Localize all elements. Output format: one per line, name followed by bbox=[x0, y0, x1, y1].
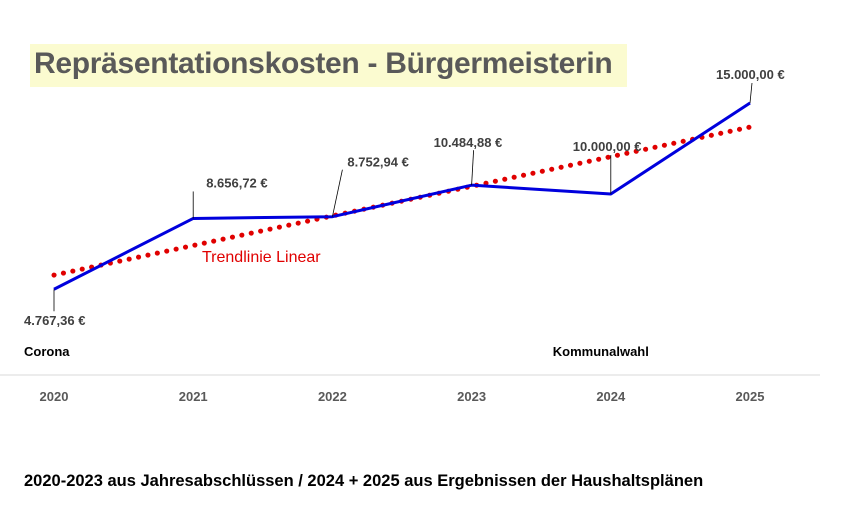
x-tick-label: 2025 bbox=[736, 389, 765, 404]
source-note: 2020-2023 aus Jahresabschlüssen / 2024 +… bbox=[24, 472, 704, 490]
data-label: 10.484,88 € bbox=[434, 135, 503, 150]
annotation: Kommunalwahl bbox=[553, 344, 649, 359]
data-label: 15.000,00 € bbox=[716, 67, 785, 82]
data-label: 8.656,72 € bbox=[206, 175, 267, 190]
leader-line bbox=[471, 150, 474, 186]
data-label: 10.000,00 € bbox=[573, 139, 642, 154]
x-tick-label: 2023 bbox=[457, 389, 486, 404]
x-tick-label: 2022 bbox=[318, 389, 347, 404]
data-label: 4.767,36 € bbox=[24, 313, 85, 328]
annotation: Corona bbox=[24, 344, 70, 359]
data-line bbox=[53, 101, 751, 291]
title-highlight bbox=[30, 44, 627, 87]
leader-line bbox=[749, 82, 753, 104]
x-tick-label: 2020 bbox=[40, 389, 69, 404]
x-tick-label: 2021 bbox=[179, 389, 208, 404]
leader-line bbox=[332, 169, 343, 217]
data-label: 8.752,94 € bbox=[347, 155, 408, 170]
x-tick-label: 2024 bbox=[596, 389, 626, 404]
chart-title: Repräsentationskosten - Bürgermeisterin bbox=[34, 47, 613, 80]
trendline-label: Trendlinie Linear bbox=[202, 249, 321, 266]
